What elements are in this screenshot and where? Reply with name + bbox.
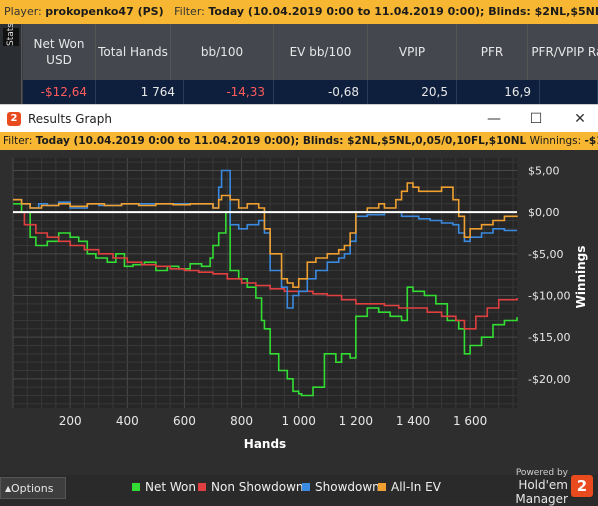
filter-label: Filter: xyxy=(174,5,205,18)
minimize-button[interactable]: — xyxy=(487,111,501,127)
x-tick-label: 1 000 xyxy=(282,414,316,428)
legend-swatch-non-showdown xyxy=(198,483,206,491)
graph-filter-value: Today (10.04.2019 0:00 to 11.04.2019 0:0… xyxy=(35,135,527,147)
filter-value: Today (10.04.2019 0:00 to 11.04.2019 0:0… xyxy=(208,5,598,18)
cell-pfr-vpip-ratio xyxy=(540,80,598,104)
legend-swatch-net-won xyxy=(132,483,140,491)
legend-showdown[interactable]: Showdown xyxy=(302,479,380,495)
cell-vpip: 20,5 xyxy=(368,80,457,104)
legend-swatch-showdown xyxy=(302,483,310,491)
cell-pfr: 16,9 xyxy=(457,80,540,104)
col-header-pfr-label: PFR xyxy=(480,45,504,59)
window-title: Results Graph xyxy=(28,112,112,126)
series-line-net-won xyxy=(13,203,518,397)
col-header-ev-bb100-label: EV bb/100 xyxy=(289,45,352,59)
col-header-net-won-label: Net Won USD xyxy=(33,37,85,67)
x-tick-label: 1 400 xyxy=(396,414,430,428)
cell-net-won: -$12,64 xyxy=(23,80,96,104)
graph-filter-label: Filter: xyxy=(3,135,33,147)
col-header-bb100-label: bb/100 xyxy=(200,45,244,59)
bottom-bar: ▲ Options Net Won Non Showdown Showdown A… xyxy=(0,468,598,506)
y-tick-label: $0,00 xyxy=(528,206,560,219)
y-axis-label: Winnings xyxy=(574,246,588,309)
col-header-ev-bb100[interactable]: EV bb/100 xyxy=(274,24,368,80)
legend-label-all-in-ev: All-In EV xyxy=(391,480,441,494)
graph-filter-bar: Filter: Today (10.04.2019 0:00 to 11.04.… xyxy=(0,132,598,150)
y-tick-label: -$5,00 xyxy=(528,248,563,261)
player-filter-bar: Player: prokopenko47 (PS) Filter: Today … xyxy=(0,0,598,24)
winnings-label: Winnings: xyxy=(529,135,582,147)
stats-tab[interactable]: Stats xyxy=(0,23,22,104)
series-line-all-in-ev xyxy=(13,182,518,288)
x-tick-label: 1 200 xyxy=(339,414,373,428)
results-chart[interactable]: 200 400 600 800 1 000 1 200 1 400 1 600 $5,00 $0,… xyxy=(0,150,598,475)
x-axis-label: Hands xyxy=(244,437,286,451)
series-line-non-showdown xyxy=(13,211,518,330)
x-tick-label: 1 600 xyxy=(453,414,487,428)
y-tick-label: -$15,00 xyxy=(528,331,570,344)
col-header-bb100[interactable]: bb/100 xyxy=(171,24,274,80)
col-header-total-hands-label: Total Hands xyxy=(98,45,168,59)
col-header-pfr[interactable]: PFR xyxy=(457,24,528,80)
x-tick-label: 200 xyxy=(59,414,82,428)
plot-background xyxy=(13,158,517,408)
cell-total-hands: 1 764 xyxy=(96,80,184,104)
col-header-vpip[interactable]: VPIP xyxy=(368,24,457,80)
maximize-button[interactable]: ☐ xyxy=(529,111,543,127)
legend-label-non-showdown: Non Showdown xyxy=(211,480,304,494)
col-header-pfr-vpip-ratio[interactable]: PFR/VPIP Ratio xyxy=(528,24,598,80)
options-button[interactable]: ▲ Options xyxy=(0,477,66,499)
x-tick-label: 600 xyxy=(173,414,196,428)
y-tick-label: -$20,00 xyxy=(528,373,570,386)
cell-bb100: -14,33 xyxy=(184,80,274,104)
close-button[interactable]: ✕ xyxy=(574,111,586,127)
player-label: Player: xyxy=(4,5,42,18)
hm2-brand-icon: 2 xyxy=(571,475,593,497)
col-header-vpip-label: VPIP xyxy=(398,45,426,59)
brand-name: Hold'em Manager xyxy=(515,478,568,506)
powered-by: Powered by Hold'em Manager xyxy=(468,468,568,506)
cell-ev-bb100: -0,68 xyxy=(274,80,368,104)
stats-table: Stats Net Won USD Total Hands bb/100 EV … xyxy=(0,23,598,104)
x-tick-label: 800 xyxy=(230,414,253,428)
hm2-logo-icon: 2 xyxy=(7,112,21,126)
col-header-net-won[interactable]: Net Won USD xyxy=(23,24,96,80)
col-header-total-hands[interactable]: Total Hands xyxy=(96,24,171,80)
options-label: Options xyxy=(11,482,54,495)
legend-label-showdown: Showdown xyxy=(315,480,380,494)
col-header-pfr-vpip-ratio-label: PFR/VPIP Ratio xyxy=(531,45,598,59)
y-tick-label: -$10,00 xyxy=(528,290,570,303)
y-tick-label: $5,00 xyxy=(528,165,560,178)
legend-swatch-all-in-ev xyxy=(378,483,386,491)
expand-arrow-icon: ▲ xyxy=(5,484,12,493)
legend-label-net-won: Net Won xyxy=(145,480,196,494)
winnings-value: -$12,64 xyxy=(584,135,598,147)
powered-by-label: Powered by xyxy=(515,468,568,478)
results-graph-titlebar: 2 Results Graph — ☐ ✕ xyxy=(0,104,598,132)
stats-tab-label: Stats xyxy=(3,23,19,46)
x-tick-label: 400 xyxy=(116,414,139,428)
player-value: prokopenko47 (PS) xyxy=(45,5,164,18)
chart-area: 200 400 600 800 1 000 1 200 1 400 1 600 $5,00 $0,… xyxy=(0,150,598,475)
legend-net-won[interactable]: Net Won xyxy=(132,479,196,495)
legend-non-showdown[interactable]: Non Showdown xyxy=(198,479,304,495)
legend-all-in-ev[interactable]: All-In EV xyxy=(378,479,441,495)
